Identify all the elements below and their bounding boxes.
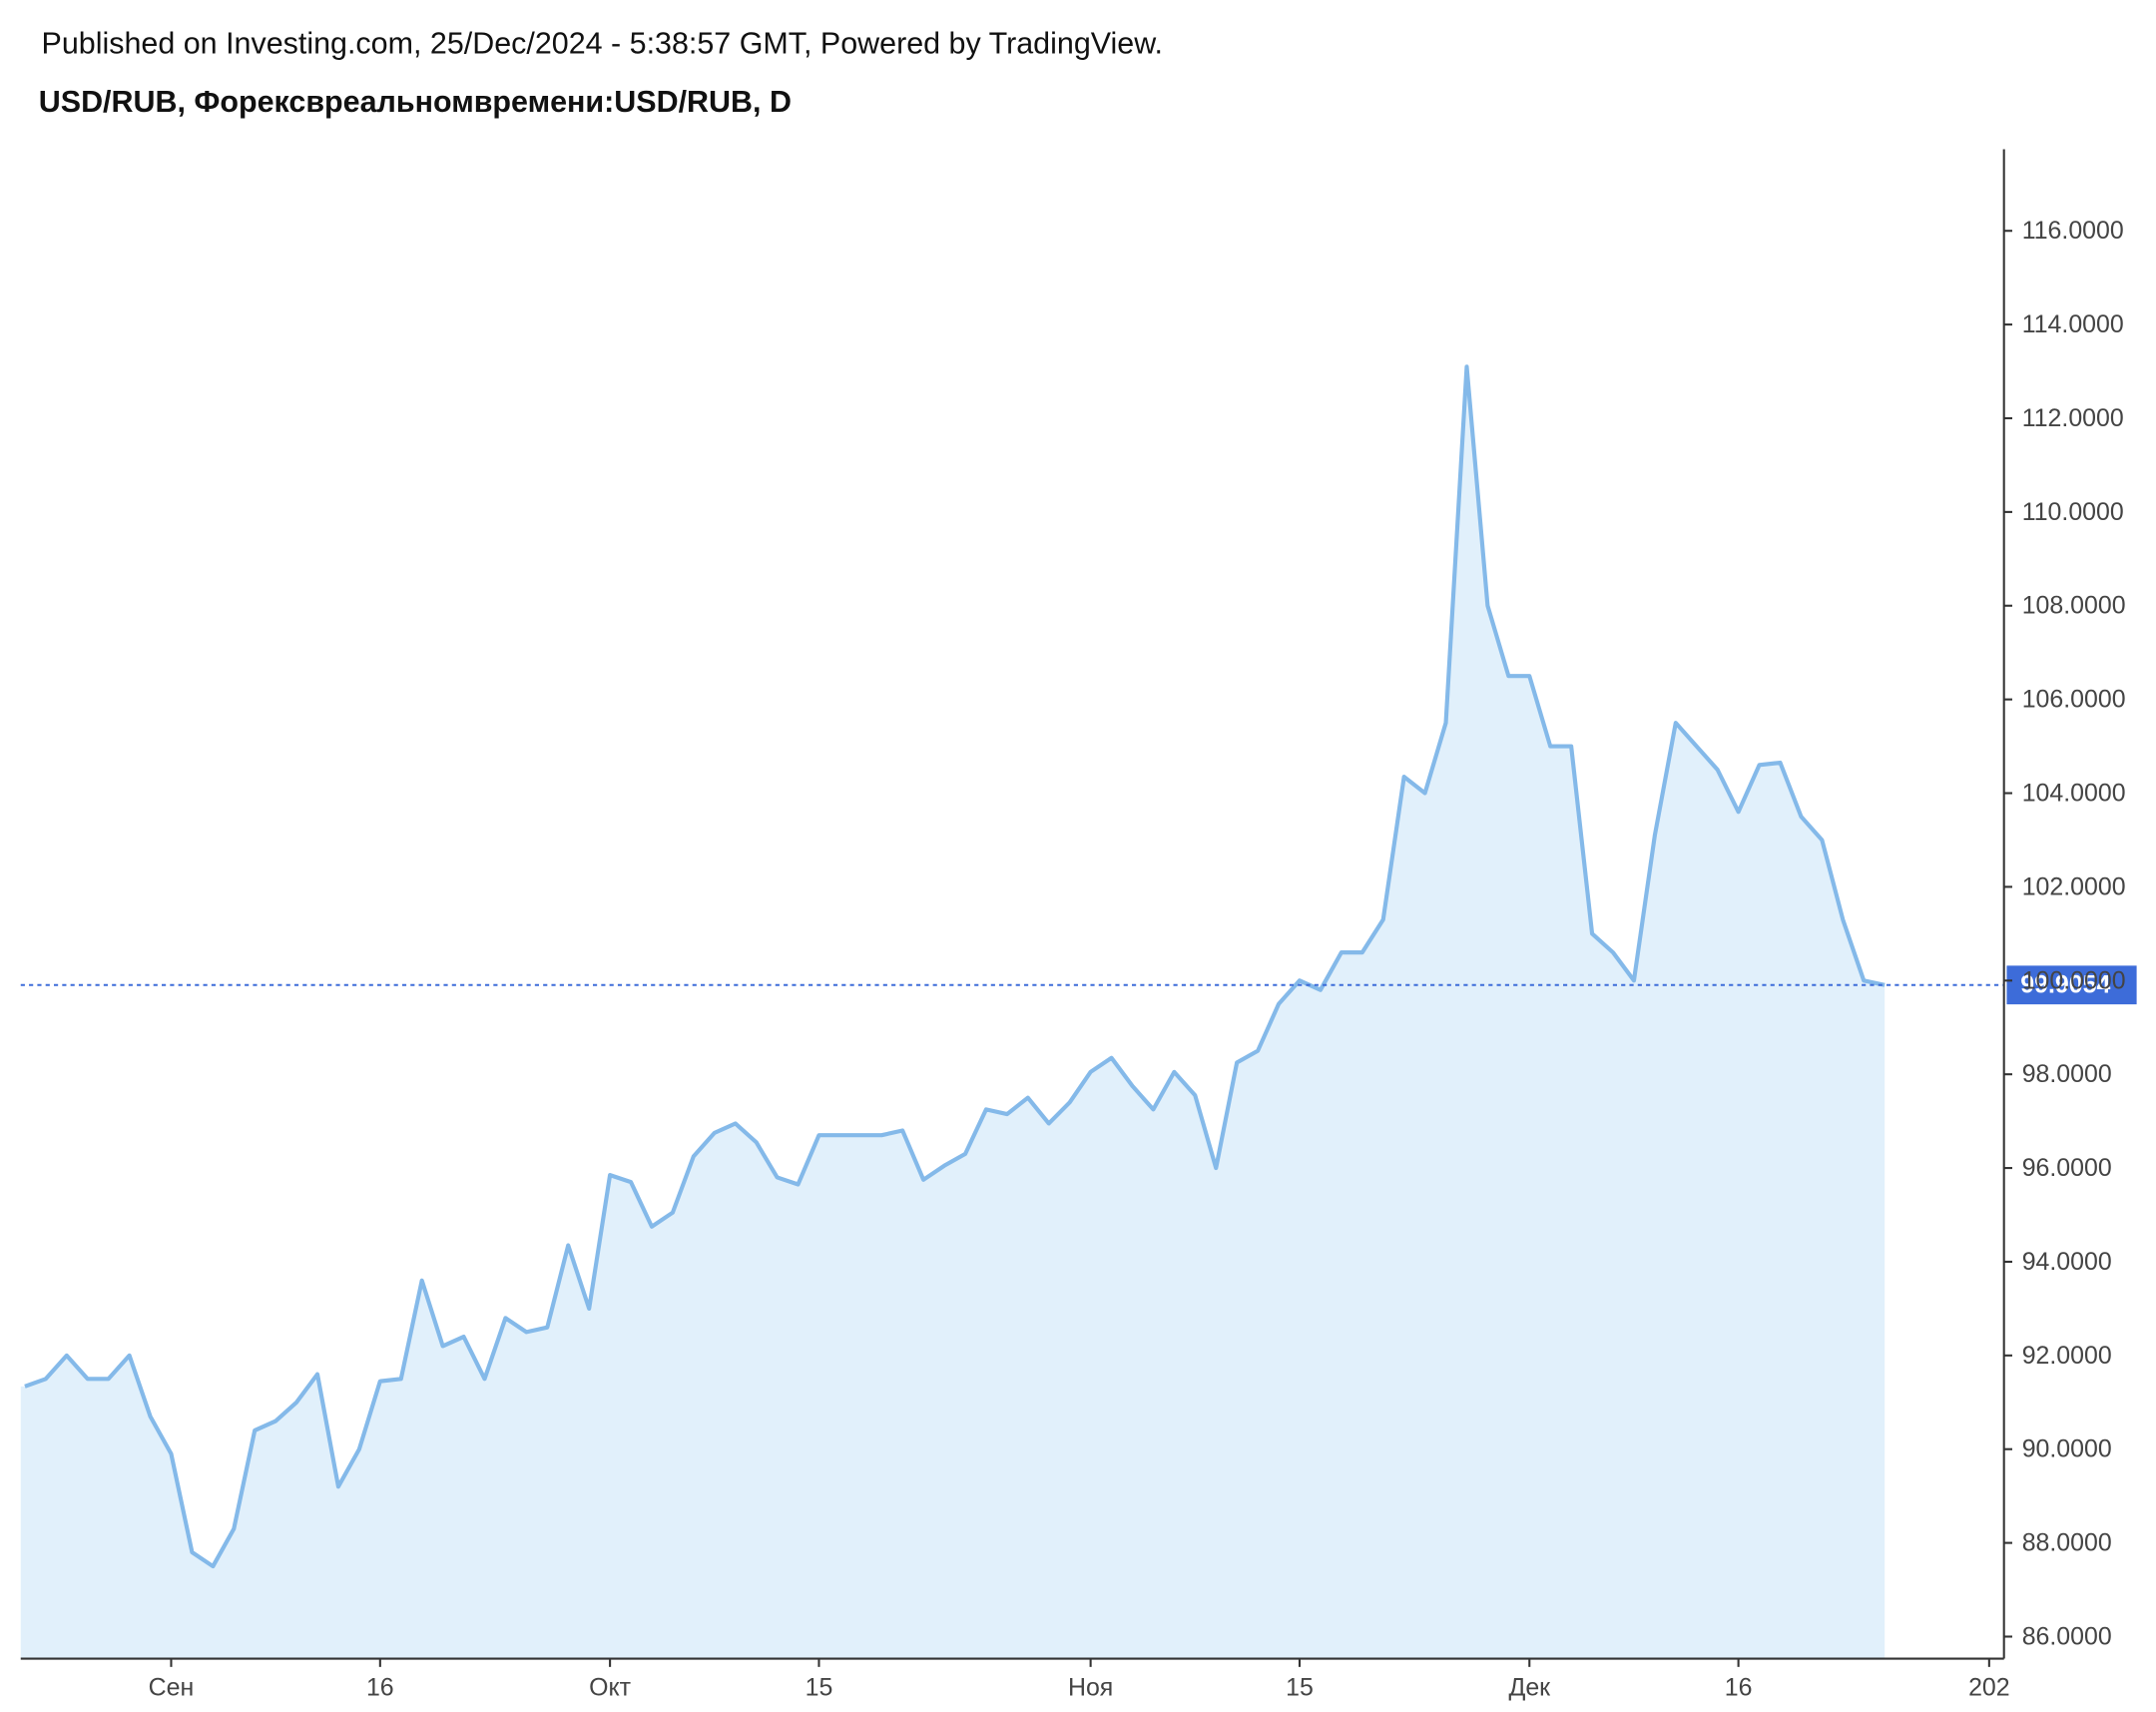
price-line bbox=[24, 364, 1886, 1569]
x-tick-label: Ноя bbox=[1068, 1674, 1113, 1702]
y-tick-label: 114.0000 bbox=[2022, 310, 2124, 338]
x-tick-label: 202 bbox=[1968, 1674, 2010, 1702]
last-price-label: 99.9054 bbox=[2020, 971, 2110, 999]
y-tick-label: 98.0000 bbox=[2022, 1060, 2112, 1088]
y-tick-label: 96.0000 bbox=[2022, 1154, 2112, 1182]
y-tick-label: 90.0000 bbox=[2022, 1435, 2112, 1463]
y-tick-label: 108.0000 bbox=[2022, 592, 2126, 620]
y-tick-label: 104.0000 bbox=[2022, 779, 2126, 807]
x-tick-label: 15 bbox=[1286, 1674, 1314, 1702]
x-tick-label: Дек bbox=[1508, 1674, 1551, 1702]
y-tick-label: 112.0000 bbox=[2022, 404, 2124, 432]
y-tick-label: 106.0000 bbox=[2022, 686, 2126, 714]
last-price-box bbox=[2006, 965, 2137, 1005]
x-tick-label: 16 bbox=[1725, 1674, 1753, 1702]
x-tick-label: Сен bbox=[149, 1674, 195, 1702]
area-fill bbox=[20, 366, 1886, 1659]
y-tick-label: 88.0000 bbox=[2022, 1529, 2112, 1557]
y-tick-label: 116.0000 bbox=[2022, 217, 2124, 245]
y-tick-label: 92.0000 bbox=[2022, 1342, 2112, 1370]
y-tick-label: 110.0000 bbox=[2022, 498, 2124, 526]
chart-title: USD/RUB, Форексвреальномвремени:USD/RUB,… bbox=[39, 85, 792, 119]
x-tick-label: 15 bbox=[806, 1674, 833, 1702]
y-tick-label: 94.0000 bbox=[2022, 1248, 2112, 1276]
y-tick-label: 86.0000 bbox=[2022, 1622, 2112, 1650]
x-tick-label: 16 bbox=[366, 1674, 394, 1702]
y-tick-label: 100.0000 bbox=[2022, 966, 2126, 994]
y-tick-label: 102.0000 bbox=[2022, 872, 2126, 900]
subtitle: Published on Investing.com, 25/Dec/2024 … bbox=[42, 27, 1163, 61]
x-tick-label: Окт bbox=[589, 1674, 631, 1702]
